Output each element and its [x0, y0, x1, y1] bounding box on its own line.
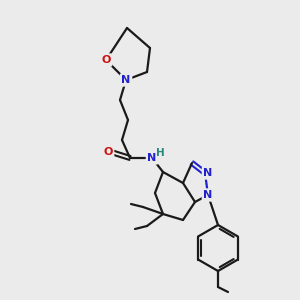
Text: N: N — [147, 153, 157, 163]
Text: H: H — [156, 148, 164, 158]
Text: N: N — [203, 190, 213, 200]
Text: O: O — [103, 147, 113, 157]
Text: N: N — [122, 75, 130, 85]
Text: N: N — [203, 168, 213, 178]
Text: O: O — [101, 55, 111, 65]
